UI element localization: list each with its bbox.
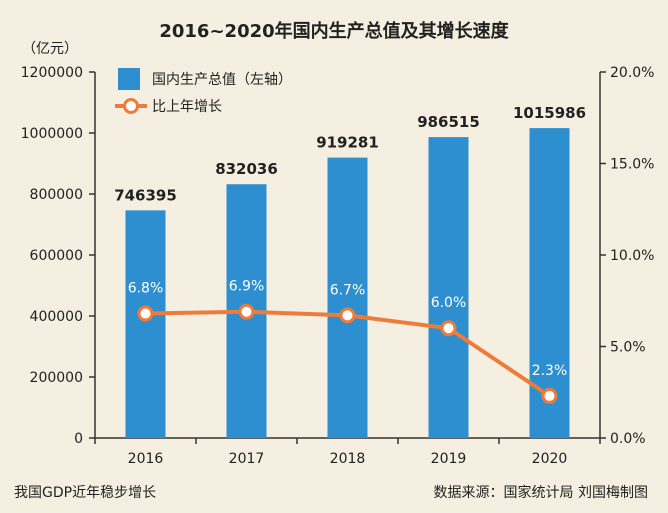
chart-title: 2016~2020年国内生产总值及其增长速度 [159,20,509,42]
bars-layer [125,128,570,439]
growth-value-label: 2.3% [532,363,568,379]
axes: 0 200000 400000 600000 800000 1000000 1200000 0… [21,65,655,467]
bar [428,137,469,439]
footer-source: 数据来源：国家统计局 刘国梅制图 [434,484,648,501]
bar [327,157,368,438]
x-tick-label: 2018 [330,451,366,467]
growth-value-label: 6.7% [330,282,366,298]
legend-line-marker [123,98,139,114]
growth-point [137,305,154,322]
left-tick-label: 800000 [30,187,83,203]
x-tick-label: 2017 [229,451,265,467]
left-axis-unit: （亿元） [22,41,78,57]
right-tick-label: 0.0% [610,431,646,447]
growth-point [440,320,457,337]
bar-value-label: 746395 [114,186,177,204]
left-tick-label: 0 [74,431,83,447]
right-tick-label: 10.0% [610,248,654,264]
x-tick-label: 2016 [128,451,164,467]
left-tick-label: 1000000 [21,126,83,142]
right-tick-label: 5.0% [610,340,646,356]
growth-point [541,387,558,404]
legend: 国内生产总值（左轴） 比上年增长 [115,68,292,115]
footer-caption: 我国GDP近年稳步增长 [14,485,156,501]
growth-line-layer [137,303,558,404]
bar-value-label: 919281 [316,134,379,152]
right-tick-label: 20.0% [610,65,654,81]
bar [125,210,166,438]
left-tick-label: 1200000 [21,65,83,81]
legend-bar-swatch [118,68,140,90]
growth-point [339,307,356,324]
bar-value-label: 1015986 [513,104,586,122]
left-tick-label: 400000 [30,309,83,325]
growth-value-label: 6.9% [229,279,265,295]
growth-point [238,303,255,320]
bar-value-label: 986515 [417,113,480,131]
left-tick-label: 600000 [30,248,83,264]
x-tick-label: 2020 [532,451,568,467]
x-tick-label: 2019 [431,451,467,467]
growth-value-label: 6.0% [431,295,467,311]
legend-bar-label: 国内生产总值（左轴） [152,72,292,88]
left-tick-label: 200000 [30,370,83,386]
growth-value-label: 6.8% [128,281,164,297]
bar-value-label: 832036 [215,160,278,178]
labels-layer: 746395 832036 919281 986515 1015986 6.8% 6.9% 6… [114,104,586,379]
legend-line-label: 比上年增长 [152,99,222,115]
right-tick-label: 15.0% [610,157,654,173]
